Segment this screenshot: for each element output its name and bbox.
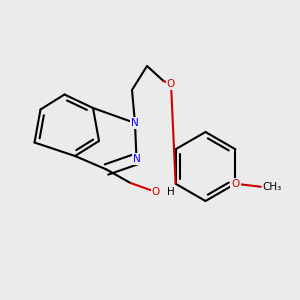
Text: H: H xyxy=(167,187,174,197)
Text: N: N xyxy=(131,118,139,128)
Text: O: O xyxy=(152,187,160,197)
Text: O: O xyxy=(231,179,239,189)
Text: CH₃: CH₃ xyxy=(262,182,282,192)
Text: O: O xyxy=(167,79,175,89)
Text: N: N xyxy=(133,154,140,164)
